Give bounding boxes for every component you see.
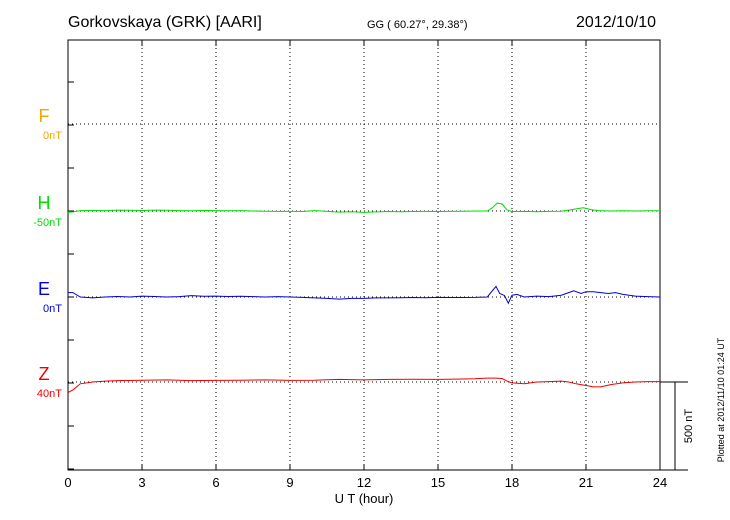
channel-baseline-h: -50nT — [33, 217, 62, 229]
channel-name-e: E — [38, 279, 50, 299]
x-tick-label: 3 — [138, 475, 145, 490]
station-title: Gorkovskaya (GRK) [AARI] — [68, 14, 262, 31]
channel-baseline-e: 0nT — [43, 303, 62, 315]
x-tick-label: 24 — [653, 475, 667, 490]
channel-baseline-z: 40nT — [37, 388, 62, 400]
x-tick-label: 21 — [579, 475, 593, 490]
chart-date: 2012/10/10 — [576, 14, 656, 31]
x-tick-label: 0 — [64, 475, 71, 490]
x-tick-label: 15 — [431, 475, 445, 490]
series-z — [67, 377, 660, 394]
channel-baseline-f: 0nT — [43, 130, 62, 142]
channel-labels: F 0nT H -50nT E 0nT Z 40nT — [33, 106, 62, 400]
x-tick-label: 18 — [505, 475, 519, 490]
scale-bar-label: 500 nT — [683, 409, 695, 444]
grid-lines — [141, 40, 587, 470]
channel-name-z: Z — [39, 364, 50, 384]
plotted-timestamp: Plotted at 2012/11/10 01:24 UT — [716, 337, 726, 462]
x-axis: 0 3 6 9 12 15 18 21 24 — [64, 40, 667, 490]
x-tick-label: 6 — [212, 475, 219, 490]
x-tick-label: 9 — [286, 475, 293, 490]
series-layer — [67, 202, 661, 394]
channel-name-f: F — [39, 106, 50, 126]
x-tick-label: 12 — [357, 475, 371, 490]
channel-baselines — [68, 123, 660, 383]
station-coords: GG ( 60.27°, 29.38°) — [367, 19, 468, 31]
series-e — [68, 285, 661, 305]
channel-name-h: H — [38, 193, 51, 213]
scale-bar: 500 nT — [660, 381, 695, 471]
series-h — [67, 202, 660, 213]
x-axis-label: U T (hour) — [335, 491, 394, 506]
